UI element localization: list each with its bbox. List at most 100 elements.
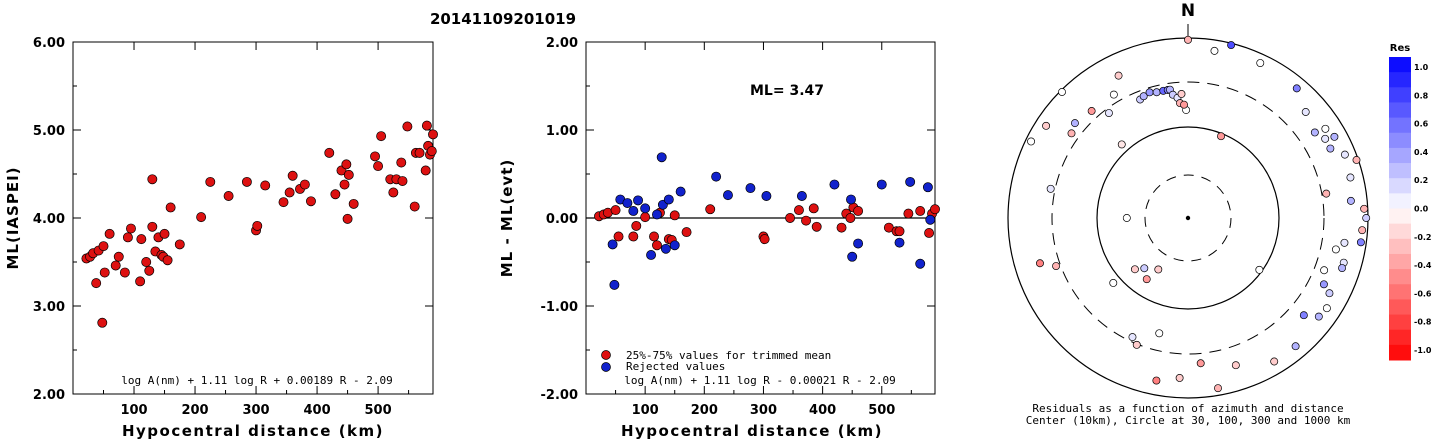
left-x-tick-label: 400 [303,403,330,418]
rejected-point [745,183,756,194]
rejected-point [829,179,840,190]
residual-point [1042,121,1051,130]
rejected-point [669,240,680,251]
rejected-point [847,251,858,262]
middle-x-tick-label: 500 [868,403,895,418]
accepted-point [845,213,856,223]
residual-point [1362,214,1371,222]
residual-point [1291,342,1300,351]
data-point [205,176,216,187]
colorbar-cell [1389,223,1411,240]
rejected-point [922,182,933,193]
data-point [104,228,115,239]
center-point [1185,215,1191,221]
panel-ml-iaspei: 100 200 300 400 500 2.00 3.00 4.00 5.00 6.00 Hypo… [4,36,438,440]
residual-point [1130,265,1139,274]
colorbar-tick-label: -0.8 [1414,318,1432,327]
panel-polar-residuals: N Residuals as a function of azimuth and… [1007,1,1371,427]
residual-point [1154,265,1163,274]
residual-point [1322,189,1331,198]
rejected-point [723,190,733,201]
data-point [141,257,152,267]
residual-point [1322,304,1331,313]
data-point [428,129,438,140]
residual-point [1140,264,1149,273]
legend-rejected-label: Rejected values [626,360,725,373]
circle-100km [1096,126,1280,310]
data-point [135,276,146,287]
accepted-point [811,221,822,232]
residual-point [1340,150,1349,159]
colorbar-cell [1389,193,1411,209]
data-point [324,147,335,158]
rejected-point [640,203,651,214]
residual-point [1114,71,1123,80]
accepted-point [915,206,926,216]
accepted-point [628,231,639,242]
data-point [339,179,350,190]
middle-y-tick-label: 0.00 [546,212,578,227]
residual-point [1356,238,1365,247]
rejected-point [652,209,662,220]
residual-point [1292,84,1301,93]
middle-x-tick-label: 200 [691,403,718,418]
rejected-point [876,179,887,190]
residual-point [1109,90,1118,99]
rejected-point [846,194,856,205]
residual-point [1087,107,1096,115]
colorbar-cell [1389,208,1411,225]
data-point [113,251,124,262]
colorbar-cell [1389,299,1411,316]
residual-point [1321,134,1330,143]
accepted-point [894,226,905,237]
residual-point [1346,196,1355,205]
rejected-point [607,239,618,250]
middle-x-tick-label: 300 [750,403,777,418]
residual-point [1175,374,1184,382]
accepted-point [649,231,659,242]
ml-annotation: ML= 3.47 [750,83,824,99]
left-x-tick-label: 100 [120,403,147,418]
data-point [370,151,380,162]
data-point [397,176,408,186]
middle-x-tick-label: 400 [809,403,836,418]
residual-point [1310,128,1319,137]
residual-point [1217,132,1225,141]
data-point [421,120,432,131]
data-point [299,179,310,190]
middle-y-tick-label: -2.00 [541,388,578,403]
residual-point [1177,90,1186,98]
data-point [287,170,298,181]
legend-accepted-marker [601,350,611,360]
data-point [126,223,136,234]
colorbar-cell [1389,132,1411,149]
residual-point [1027,137,1036,146]
accepted-point [785,213,796,223]
colorbar-label: Res [1390,43,1410,54]
circle-30km [1144,174,1232,262]
rejected-point [894,237,905,248]
residual-point [1358,226,1367,235]
north-label: N [1181,1,1195,21]
data-point [402,121,413,132]
middle-x-tick-label: 100 [632,403,659,418]
accepted-point [924,228,935,238]
rejected-point [915,258,926,269]
legend-accepted-label: 25%-75% values for trimmed mean [626,349,831,362]
data-point [159,228,170,239]
middle-y-tick-label: 2.00 [546,36,578,51]
residual-point [1320,266,1329,275]
data-point [91,278,102,289]
accepted-point [613,231,624,242]
accepted-point [669,210,680,221]
accepted-point [705,204,716,215]
residual-point [1180,100,1188,109]
colorbar-cell [1389,238,1411,255]
data-point [110,260,121,271]
residual-point [1152,376,1161,385]
rejected-point [675,186,686,197]
residual-point [1301,108,1310,116]
colorbar-tick-label: 0.6 [1414,120,1429,129]
residual-point [1352,156,1361,164]
residual-point [1104,109,1113,118]
